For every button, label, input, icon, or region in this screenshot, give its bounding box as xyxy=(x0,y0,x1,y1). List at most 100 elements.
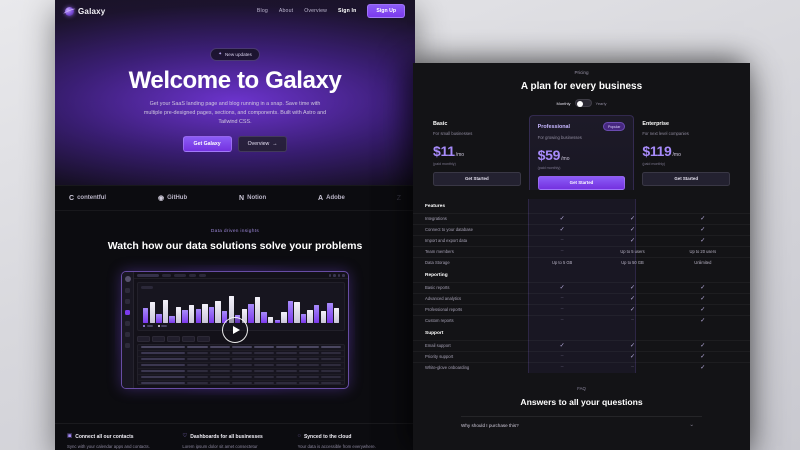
plan-card-basic: Basic For small businesses $11 /mo (paid… xyxy=(425,115,529,190)
table-cell xyxy=(320,376,342,379)
nav-item-about[interactable]: About xyxy=(278,8,294,14)
chart-legend xyxy=(141,323,341,327)
billing-yearly-label[interactable]: Yearly xyxy=(595,100,607,106)
table-cell xyxy=(141,382,186,385)
chart-bar xyxy=(208,307,215,323)
table-row xyxy=(138,363,344,369)
play-icon[interactable] xyxy=(222,317,248,344)
table-cell xyxy=(276,364,297,367)
overview-button[interactable]: Overview → xyxy=(237,136,288,153)
table-cell xyxy=(141,358,186,361)
matrix-cell-basic: – xyxy=(560,237,564,243)
matrix-cell-basic: – xyxy=(560,364,564,370)
matrix-cell-basic: ✓ xyxy=(559,342,565,349)
brand-logo[interactable]: Galaxy xyxy=(65,6,105,16)
plan-price-period: /mo xyxy=(455,152,465,158)
table-cell xyxy=(187,352,208,355)
plan-price: $11 /mo xyxy=(433,143,521,159)
get-started-button-basic[interactable]: Get Started xyxy=(433,171,521,186)
plan-header: Enterprise xyxy=(642,121,730,127)
matrix-row-basic-reports: Basic reports ✓ ✓ ✓ xyxy=(413,281,750,293)
plan-name: Enterprise xyxy=(642,121,670,127)
table-cell xyxy=(254,352,275,355)
get-galaxy-button[interactable]: Get Galaxy xyxy=(182,136,232,153)
chart-bars xyxy=(141,289,341,323)
matrix-row-label: Integrations xyxy=(425,216,447,221)
matrix-row-data-storage: Data Storage Up to 5 GB Up to 50 GB Unli… xyxy=(413,256,750,268)
matrix-cell-professional: ✓ xyxy=(629,226,635,233)
billing-period-toggle[interactable]: Monthly Yearly xyxy=(413,99,750,107)
dashboard-data-table xyxy=(137,343,345,386)
sign-up-button[interactable]: Sign Up xyxy=(367,4,405,18)
billing-toggle-switch[interactable] xyxy=(574,99,592,107)
dashboard-action-icon xyxy=(333,274,336,277)
new-updates-badge-label: New updates xyxy=(224,51,252,57)
new-updates-badge[interactable]: ✦ New updates xyxy=(210,47,260,61)
table-cell xyxy=(320,358,342,361)
legend-swatch xyxy=(157,324,160,327)
hero-section: Galaxy Blog About Overview Sign In Sign … xyxy=(55,0,415,185)
matrix-row-label: Custom reports xyxy=(425,318,454,323)
matrix-row-label: Connect to your database xyxy=(425,227,473,232)
get-started-button-enterprise[interactable]: Get Started xyxy=(642,171,731,186)
section-title-features: Features xyxy=(425,203,445,209)
billing-monthly-label[interactable]: Monthly xyxy=(556,100,571,106)
matrix-cell-professional: Up to 50 GB xyxy=(621,260,644,265)
table-cell xyxy=(187,382,208,385)
get-started-button-professional[interactable]: Get Started xyxy=(537,175,626,190)
table-cell xyxy=(187,358,208,361)
section-title-support: Support xyxy=(425,330,444,336)
matrix-row-team-members: Team members – Up to 5 users Up to 20 us… xyxy=(413,245,750,257)
nav-item-overview[interactable]: Overview xyxy=(304,8,328,14)
chart-bar xyxy=(241,308,248,323)
matrix-row-label: Professional reports xyxy=(425,307,463,312)
plan-price-amount: $119 xyxy=(642,143,672,159)
nav-item-sign-in[interactable]: Sign In xyxy=(338,8,357,14)
feature-description: Lorem ipsum dolor sit amet consectetur xyxy=(182,443,258,449)
video-thumbnail[interactable] xyxy=(115,265,355,396)
table-cell xyxy=(320,364,342,367)
matrix-cell-enterprise: ✓ xyxy=(700,215,706,222)
faq-accordion-item[interactable]: Why should I purchase this? ⌄ xyxy=(461,415,702,435)
matrix-cell-professional: ✓ xyxy=(629,237,635,244)
table-cell xyxy=(276,346,297,349)
plan-header: Basic xyxy=(433,121,521,127)
matrix-row-advanced-analytics: Advanced analytics – ✓ ✓ xyxy=(413,292,750,304)
matrix-row-professional-reports: Professional reports – ✓ ✓ xyxy=(413,303,750,315)
table-cell xyxy=(298,376,319,379)
matrix-cell-professional: ✓ xyxy=(629,342,635,349)
plan-price-period: /mo xyxy=(561,156,570,162)
matrix-cell-basic: ✓ xyxy=(559,215,565,222)
heart-icon: ♡ xyxy=(182,433,188,440)
table-cell xyxy=(209,352,230,355)
chart-bar xyxy=(149,301,155,323)
chart-header xyxy=(141,286,341,289)
table-cell xyxy=(231,376,253,379)
chart-bar xyxy=(274,320,280,323)
table-cell xyxy=(231,370,253,373)
matrix-cell-basic: ✓ xyxy=(559,284,565,291)
logo-contentful-label: contentful xyxy=(77,195,107,201)
filter-dropdown xyxy=(152,335,165,342)
feature-dashboards: ♡ Dashboards for all businesses Lorem ip… xyxy=(182,434,287,450)
table-cell xyxy=(209,346,230,349)
dashboard-sidebar xyxy=(122,272,134,389)
table-cell xyxy=(209,376,230,379)
filter-dropdown xyxy=(167,335,180,342)
table-cell xyxy=(298,358,319,361)
nav-item-blog[interactable]: Blog xyxy=(256,8,268,14)
table-cell xyxy=(298,352,319,355)
feature-cloud-sync: ◌ Synced to the cloud Your data is acces… xyxy=(298,434,403,450)
table-cell xyxy=(276,358,297,361)
chart-bar xyxy=(175,306,182,323)
chevron-down-icon: ⌄ xyxy=(689,421,694,428)
matrix-cell-professional: ✓ xyxy=(629,353,635,360)
feature-title: Dashboards for all businesses xyxy=(190,434,263,441)
plan-price-amount: $59 xyxy=(537,147,561,163)
matrix-row-label: White-glove onboarding xyxy=(425,365,470,370)
nav-links: Blog About Overview Sign In Sign Up xyxy=(257,4,405,18)
plan-header: Professional Popular xyxy=(538,122,626,131)
table-cell xyxy=(254,346,275,349)
matrix-row-label: Data Storage xyxy=(425,260,450,265)
hero-subtitle: Get your SaaS landing page and blog runn… xyxy=(143,101,327,126)
